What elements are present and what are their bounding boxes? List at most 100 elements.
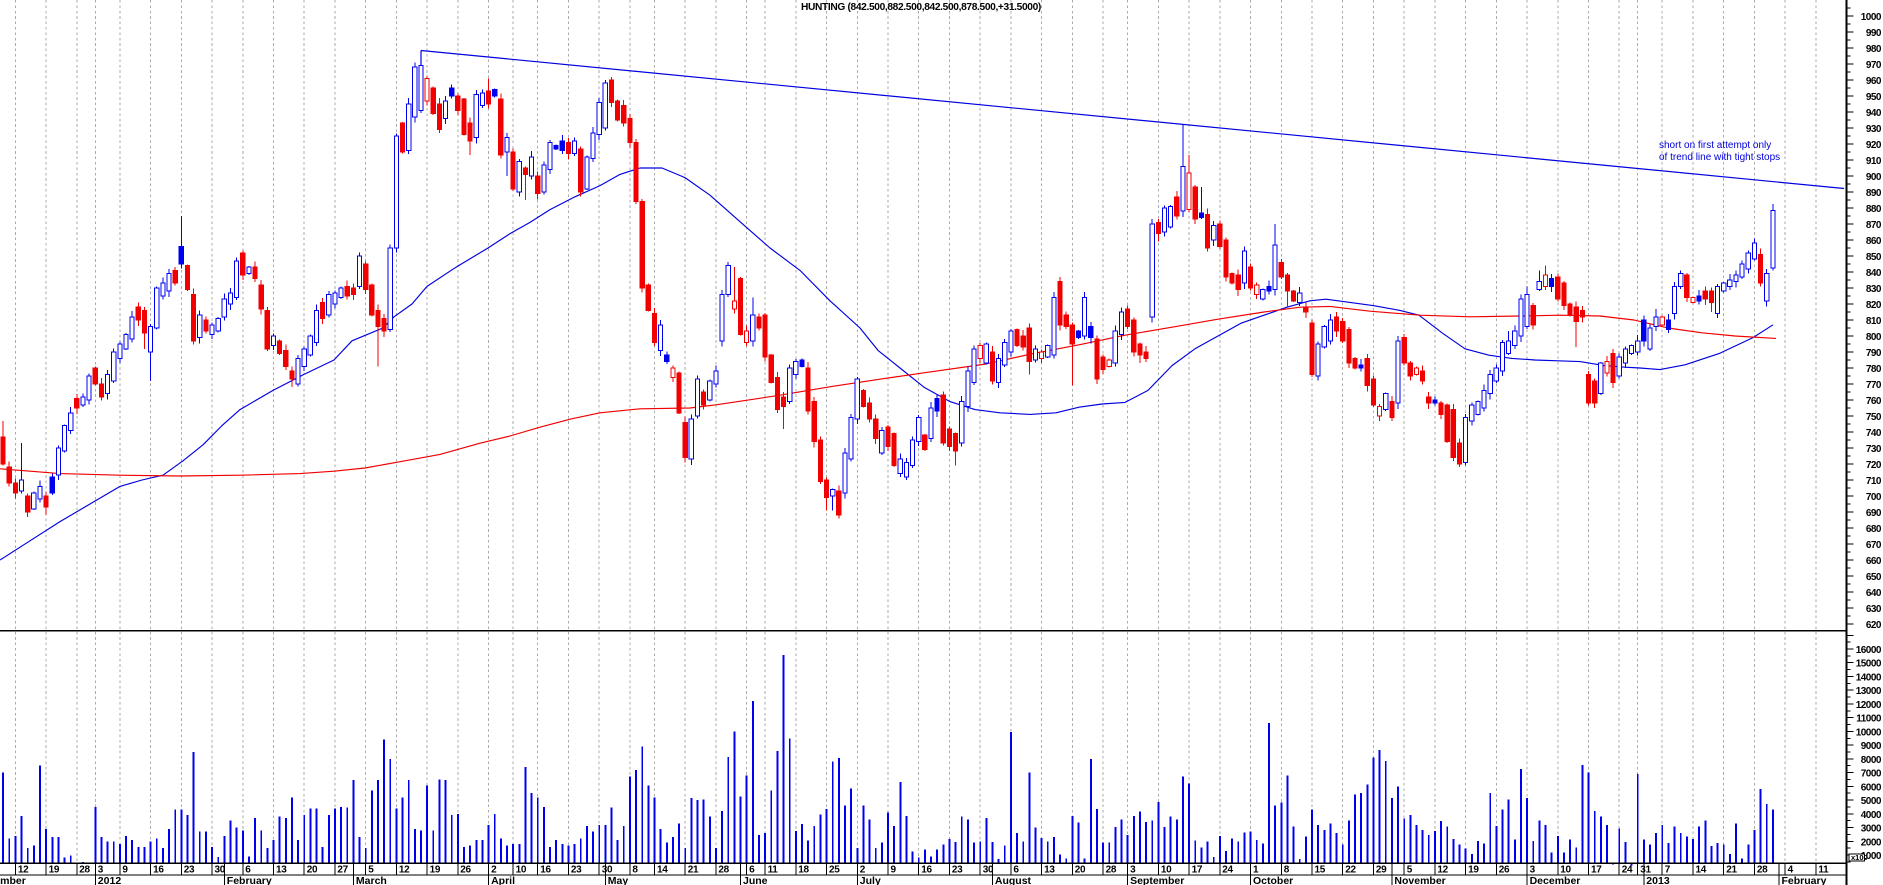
svg-text:5: 5 <box>368 865 374 876</box>
svg-text:5000: 5000 <box>1861 796 1882 807</box>
svg-text:12: 12 <box>399 865 410 876</box>
svg-text:740: 740 <box>1866 428 1882 439</box>
svg-text:2: 2 <box>860 865 866 876</box>
svg-text:16: 16 <box>921 865 932 876</box>
svg-text:14: 14 <box>1696 865 1707 876</box>
svg-text:17: 17 <box>1591 865 1602 876</box>
svg-text:4: 4 <box>1788 865 1794 876</box>
svg-text:25: 25 <box>829 865 840 876</box>
svg-text:870: 870 <box>1866 220 1882 231</box>
svg-text:28: 28 <box>1757 865 1768 876</box>
svg-text:690: 690 <box>1866 508 1882 519</box>
svg-text:February: February <box>227 875 272 885</box>
svg-text:1000: 1000 <box>1861 851 1882 862</box>
svg-text:August: August <box>995 875 1032 885</box>
svg-text:March: March <box>356 875 387 885</box>
svg-text:7: 7 <box>1665 865 1671 876</box>
svg-text:700: 700 <box>1866 492 1882 503</box>
svg-text:940: 940 <box>1866 108 1882 119</box>
svg-text:10: 10 <box>1560 865 1571 876</box>
svg-text:6000: 6000 <box>1861 782 1882 793</box>
svg-text:770: 770 <box>1866 380 1882 391</box>
svg-text:28: 28 <box>718 865 729 876</box>
svg-text:14000: 14000 <box>1856 673 1882 684</box>
svg-text:18: 18 <box>798 865 809 876</box>
svg-text:730: 730 <box>1866 444 1882 455</box>
svg-text:11000: 11000 <box>1856 714 1882 725</box>
svg-text:830: 830 <box>1866 284 1882 295</box>
svg-text:19: 19 <box>430 865 441 876</box>
svg-text:15000: 15000 <box>1856 659 1882 670</box>
svg-text:1000: 1000 <box>1861 12 1882 23</box>
svg-text:750: 750 <box>1866 412 1882 423</box>
svg-text:3: 3 <box>1130 865 1136 876</box>
svg-text:19: 19 <box>49 865 60 876</box>
svg-text:April: April <box>491 875 515 885</box>
svg-text:670: 670 <box>1866 540 1882 551</box>
svg-text:6: 6 <box>1013 865 1019 876</box>
svg-text:x100: x100 <box>1851 853 1868 862</box>
svg-text:23: 23 <box>184 865 195 876</box>
svg-text:910: 910 <box>1866 156 1882 167</box>
svg-text:16: 16 <box>540 865 551 876</box>
svg-text:840: 840 <box>1866 268 1882 279</box>
svg-text:24: 24 <box>1222 865 1233 876</box>
svg-text:3: 3 <box>1530 865 1536 876</box>
svg-text:660: 660 <box>1866 556 1882 567</box>
svg-text:of trend line with tight stops: of trend line with tight stops <box>1659 152 1780 163</box>
svg-text:28: 28 <box>1106 865 1117 876</box>
svg-text:13: 13 <box>276 865 287 876</box>
svg-text:May: May <box>608 875 629 885</box>
svg-text:HUNTING (842.500,882.500,842.5: HUNTING (842.500,882.500,842.500,878.500… <box>801 2 1041 13</box>
svg-text:11: 11 <box>768 865 779 876</box>
svg-text:5: 5 <box>1407 865 1413 876</box>
svg-text:720: 720 <box>1866 460 1882 471</box>
svg-text:15: 15 <box>1315 865 1326 876</box>
svg-text:12000: 12000 <box>1856 700 1882 711</box>
svg-text:8000: 8000 <box>1861 755 1882 766</box>
svg-text:20: 20 <box>1075 865 1086 876</box>
svg-text:2000: 2000 <box>1861 837 1882 848</box>
svg-text:960: 960 <box>1866 76 1882 87</box>
svg-text:950: 950 <box>1866 92 1882 103</box>
svg-text:8: 8 <box>1284 865 1290 876</box>
svg-text:3: 3 <box>98 865 104 876</box>
svg-text:790: 790 <box>1866 348 1882 359</box>
svg-text:30: 30 <box>602 865 613 876</box>
svg-text:2012: 2012 <box>98 875 122 885</box>
svg-text:710: 710 <box>1866 476 1882 487</box>
svg-text:2: 2 <box>491 865 497 876</box>
svg-text:6: 6 <box>749 865 755 876</box>
svg-text:640: 640 <box>1866 588 1882 599</box>
svg-text:30: 30 <box>983 865 994 876</box>
svg-text:930: 930 <box>1866 124 1882 135</box>
svg-text:9000: 9000 <box>1861 741 1882 752</box>
svg-text:12: 12 <box>1437 865 1448 876</box>
svg-text:31: 31 <box>1640 865 1651 876</box>
svg-text:19: 19 <box>1468 865 1479 876</box>
svg-text:650: 650 <box>1866 572 1882 583</box>
svg-text:10: 10 <box>1161 865 1172 876</box>
svg-text:November: November <box>1394 875 1445 885</box>
svg-text:2013: 2013 <box>1646 875 1670 885</box>
svg-text:December: December <box>1530 875 1581 885</box>
svg-text:850: 850 <box>1866 252 1882 263</box>
svg-text:1: 1 <box>1253 865 1259 876</box>
svg-text:800: 800 <box>1866 332 1882 343</box>
svg-text:21: 21 <box>688 865 699 876</box>
svg-text:620: 620 <box>1866 620 1882 631</box>
svg-text:short on first attempt only: short on first attempt only <box>1659 140 1771 151</box>
svg-text:12: 12 <box>18 865 29 876</box>
svg-text:23: 23 <box>571 865 582 876</box>
svg-text:October: October <box>1253 875 1293 885</box>
svg-text:30: 30 <box>215 865 226 876</box>
svg-text:February: February <box>1782 875 1827 885</box>
svg-text:28: 28 <box>79 865 90 876</box>
svg-text:3000: 3000 <box>1861 824 1882 835</box>
svg-text:970: 970 <box>1866 60 1882 71</box>
svg-text:26: 26 <box>1499 865 1510 876</box>
svg-text:13: 13 <box>1044 865 1055 876</box>
svg-text:7000: 7000 <box>1861 769 1882 780</box>
svg-text:29: 29 <box>1376 865 1387 876</box>
svg-text:6: 6 <box>245 865 251 876</box>
